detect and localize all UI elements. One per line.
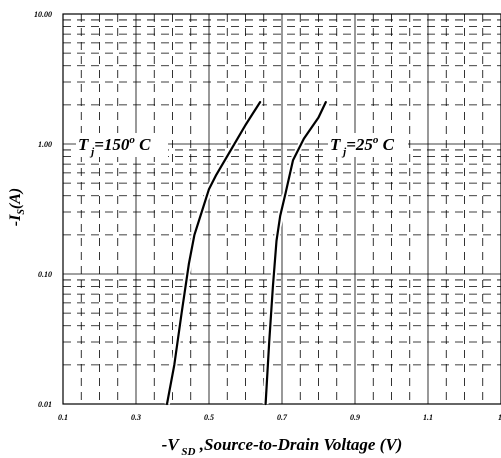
x-axis-label: -V SD ,Source-to-Drain Voltage (V) bbox=[162, 435, 403, 458]
series-label-0: T j=150o C bbox=[78, 134, 151, 158]
series-group: T j=150o C T j=25o C bbox=[76, 100, 408, 406]
series-label-1: T j=25o C bbox=[330, 134, 395, 158]
plot-frame bbox=[62, 13, 501, 405]
y-tick-label: 1.00 bbox=[38, 140, 52, 149]
x-tick-label: 0.9 bbox=[350, 413, 360, 422]
x-tick-label: 0.1 bbox=[58, 413, 68, 422]
y-tick-label: 0.01 bbox=[38, 400, 52, 409]
plot-border bbox=[62, 13, 501, 405]
tick-labels: 0.1 0.3 0.5 0.7 0.9 1.1 1. 0.01 0.10 1.00 10.00 bbox=[34, 10, 501, 422]
series-halo-0 bbox=[164, 100, 263, 405]
series-label-backdrop bbox=[328, 133, 408, 157]
y-tick-label: 0.10 bbox=[38, 270, 52, 279]
x-tick-label: 0.7 bbox=[277, 413, 288, 422]
axis-labels: -V SD ,Source-to-Drain Voltage (V) -IS(A) bbox=[7, 188, 402, 458]
series-line-1 bbox=[264, 100, 327, 406]
x-tick-label: 1. bbox=[498, 413, 501, 422]
x-tick-label: 0.5 bbox=[204, 413, 214, 422]
series-label-backdrop bbox=[76, 133, 168, 157]
x-tick-label: 0.3 bbox=[131, 413, 141, 422]
y-tick-label: 10.00 bbox=[34, 10, 52, 19]
y-axis-label: -IS(A) bbox=[7, 188, 27, 226]
series-line-0 bbox=[165, 100, 262, 406]
x-tick-label: 1.1 bbox=[423, 413, 433, 422]
